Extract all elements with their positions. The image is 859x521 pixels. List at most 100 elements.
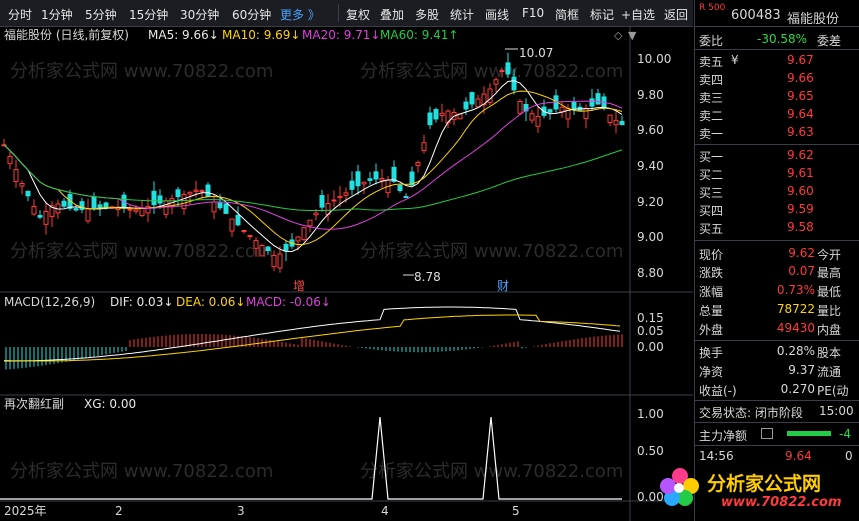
candle-body [481, 93, 487, 106]
f10-button[interactable]: F10 [522, 6, 545, 20]
candle-body [535, 116, 541, 127]
bid-price[interactable]: 9.59 [787, 202, 814, 216]
candle-body [235, 214, 241, 226]
candle-body [283, 243, 289, 252]
bid-label: 买二 [699, 168, 724, 182]
draw-line-button[interactable]: 画线 [485, 8, 510, 22]
main-flow-value: -4 [839, 427, 851, 441]
kline-chart-area[interactable]: 分析家公式网 www.70822.com 分析家公式网 www.70822.co… [0, 27, 693, 521]
ask-label: 卖二 [699, 109, 724, 123]
candle-body [229, 218, 235, 232]
stock-name: 福能股份 [787, 12, 840, 27]
macd-dea-label: DEA: 0.06↓ [176, 295, 245, 309]
add-watchlist-button[interactable]: +自选 [621, 8, 656, 22]
date-tick: 2025年 [4, 504, 47, 518]
candle-body [241, 229, 247, 232]
stat-label: 总量 [699, 304, 724, 318]
divider [695, 400, 859, 401]
candle-body [439, 112, 445, 117]
quote-panel: R 500 600483 福能股份 委比 -30.58% 委差 卖五 ¥ 9.6… [660, 0, 859, 521]
signal-xg-label: XG: 0.00 [84, 397, 136, 411]
bid-label: 买四 [699, 204, 724, 218]
stat-value: 0.270 [780, 382, 815, 396]
tick-price: 9.64 [785, 449, 812, 463]
price-tick: 9.60 [637, 123, 664, 137]
candle-body [223, 203, 229, 214]
simple-frame-button[interactable]: 简框 [555, 8, 580, 22]
stat-right-label: 量比 [817, 304, 842, 318]
period-tab-30min[interactable]: 30分钟 [180, 8, 220, 22]
more-periods-button[interactable]: 更多 》 [280, 8, 320, 22]
ask-price[interactable]: 9.66 [787, 71, 814, 85]
candle-body [79, 201, 85, 210]
high-price-label: 10.07 [519, 46, 553, 60]
candle-body [151, 190, 157, 206]
candle-body [85, 208, 91, 222]
stat-value: 78722 [776, 302, 815, 316]
date-tick: 3 [237, 504, 245, 518]
flow-toggle-icon[interactable] [761, 428, 773, 439]
mark-button[interactable]: 标记 [590, 8, 615, 22]
candle-body [487, 88, 493, 103]
ask-mark: ¥ [731, 53, 739, 67]
date-tick: 2 [115, 504, 123, 518]
candle-body [73, 208, 79, 211]
candle-body [415, 161, 421, 167]
collapse-icon[interactable]: ◇ [614, 29, 623, 42]
statistics-button[interactable]: 统计 [450, 8, 475, 22]
candle-body [337, 195, 343, 199]
stat-value: 49430 [776, 321, 815, 335]
price-tick: 9.40 [637, 159, 664, 173]
bid-price[interactable]: 9.62 [787, 148, 814, 162]
candle-body [571, 101, 577, 110]
ask-price[interactable]: 9.65 [787, 89, 814, 103]
stat-label: 涨幅 [699, 285, 724, 299]
macd-tick: 0.00 [637, 340, 664, 354]
candle-body [259, 245, 265, 257]
ask-label: 卖三 [699, 91, 724, 105]
candle-body [265, 246, 271, 252]
signal-title: 再次翻红副 [4, 396, 64, 411]
fuquan-button[interactable]: 复权 [346, 8, 371, 22]
candle-body [373, 171, 379, 180]
candle-body [355, 171, 361, 187]
multi-stock-button[interactable]: 多股 [415, 8, 440, 22]
bid-label: 买三 [699, 186, 724, 200]
ask-price[interactable]: 9.64 [787, 107, 814, 121]
overlay-button[interactable]: 叠加 [380, 8, 405, 22]
stat-right-label: 内盘 [817, 323, 842, 337]
candle-body [307, 219, 313, 227]
period-tab-fenshi[interactable]: 分时 [8, 8, 33, 22]
bid-price[interactable]: 9.60 [787, 184, 814, 198]
ask-price[interactable]: 9.67 [787, 53, 814, 67]
candle-body [619, 120, 625, 126]
watermark-text: 分析家公式网 www.70822.com [360, 61, 623, 82]
stock-code: 600483 [731, 8, 781, 23]
watermark-text: 分析家公式网 www.70822.com [10, 241, 273, 262]
period-tab-15min[interactable]: 15分钟 [129, 8, 169, 22]
period-tab-5min[interactable]: 5分钟 [85, 8, 117, 22]
watermark-text: 分析家公式网 www.70822.com [10, 461, 273, 482]
candle-body [505, 62, 511, 75]
logo-text: 分析家公式网 [707, 473, 822, 495]
bid-price[interactable]: 9.61 [787, 166, 814, 180]
moving-average-lines [3, 80, 623, 253]
ask-price[interactable]: 9.63 [787, 125, 814, 139]
back-button[interactable]: 返回 [664, 8, 689, 22]
event-marker-zeng[interactable]: 增 [293, 279, 305, 293]
period-tab-60min[interactable]: 60分钟 [232, 8, 272, 22]
bid-label: 买五 [699, 222, 724, 236]
close-icon[interactable]: ▼ [628, 29, 637, 42]
weibi-value: -30.58% [757, 32, 808, 46]
ma10-line [3, 90, 623, 246]
weicha-label: 委差 [817, 34, 842, 48]
ma60-label: MA60: 9.41↑ [380, 28, 458, 42]
period-tab-1min[interactable]: 1分钟 [41, 8, 73, 22]
candle-body [403, 196, 409, 199]
macd-dif-line [4, 306, 621, 362]
event-marker-cai[interactable]: 财 [497, 279, 509, 293]
bid-price[interactable]: 9.58 [787, 220, 814, 234]
candle-body [49, 205, 55, 218]
ask-label: 卖四 [699, 73, 724, 87]
candle-body [187, 191, 193, 195]
